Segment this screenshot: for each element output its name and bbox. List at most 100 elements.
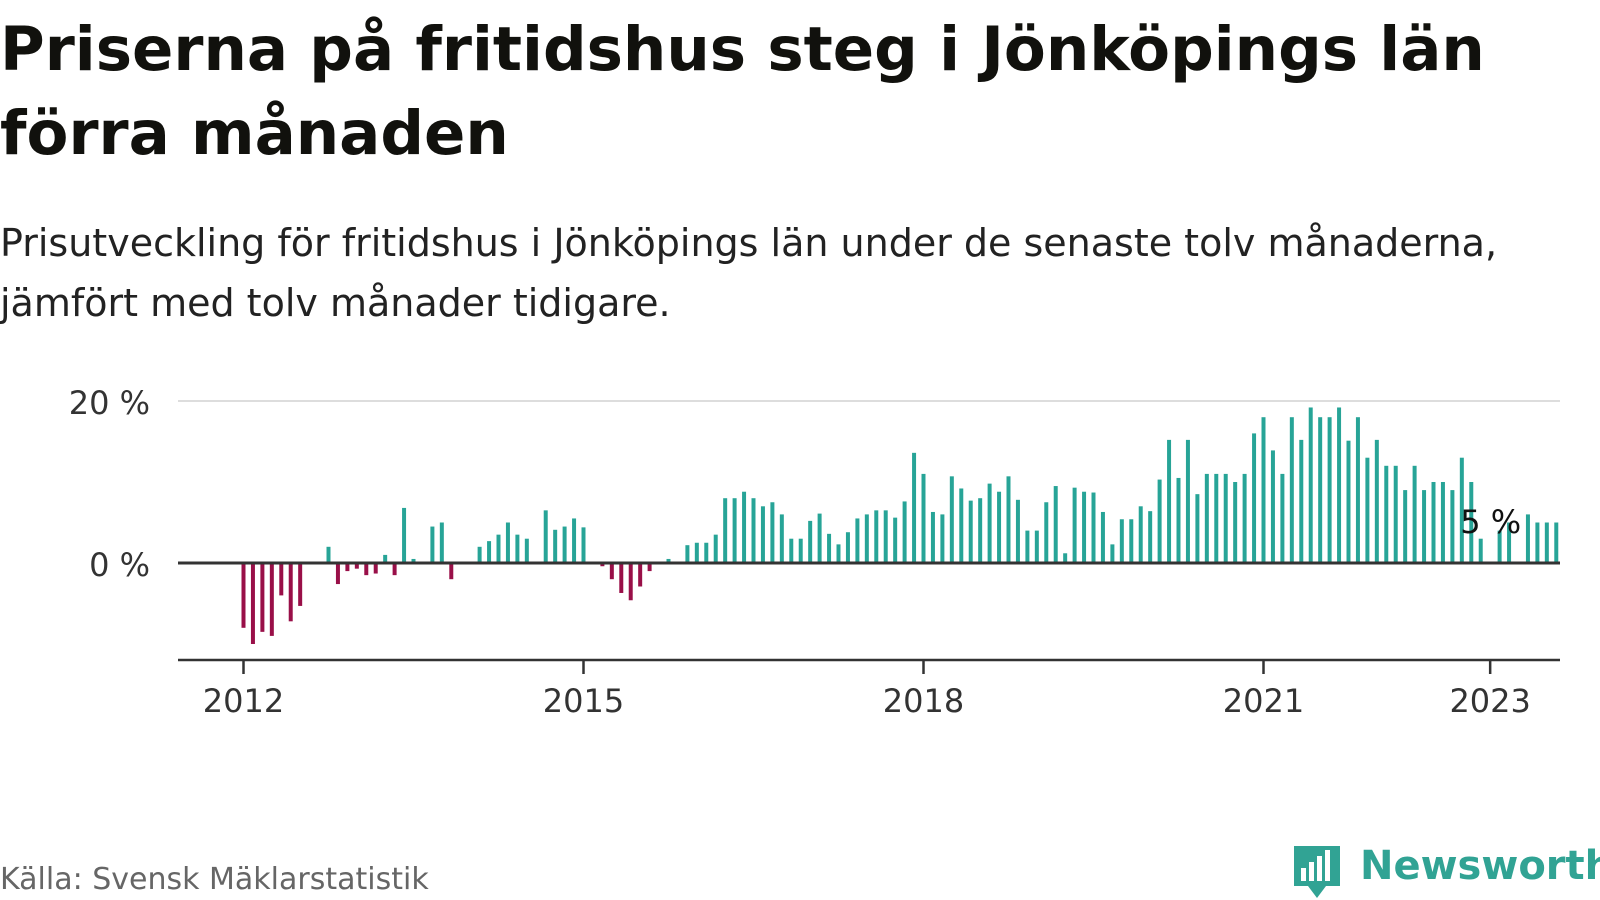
bar	[1119, 519, 1124, 563]
labels-layer: 0 % 20 % 2012 2015 2018 2021 2023 5 %	[69, 384, 1531, 720]
bar	[902, 501, 907, 563]
bar	[411, 558, 416, 563]
bar	[619, 563, 624, 593]
bar	[827, 533, 832, 563]
bar	[373, 563, 378, 574]
chart-subtitle: Prisutveckling för fritidshus i Jönköpin…	[0, 221, 1498, 325]
chart-title: Priserna på fritidshus steg i Jönköpings…	[0, 14, 1485, 169]
bar	[1063, 553, 1068, 563]
newsworthy-brand[interactable]: Newsworthy	[1290, 840, 1600, 900]
bar	[345, 563, 350, 572]
bar	[789, 538, 794, 563]
bar	[959, 488, 964, 563]
bar	[1431, 482, 1436, 563]
bar	[1252, 433, 1257, 563]
bar	[477, 546, 482, 563]
bar	[874, 510, 879, 563]
bar	[912, 452, 917, 563]
bar	[997, 491, 1002, 563]
bar	[1525, 514, 1530, 563]
bar	[487, 541, 492, 563]
bar	[392, 563, 397, 576]
bar	[1440, 482, 1445, 563]
bar	[1261, 417, 1266, 563]
bar	[1006, 476, 1011, 563]
y-tick-label: 0 %	[89, 546, 150, 584]
bar	[609, 563, 614, 580]
bar	[354, 563, 359, 569]
bar	[760, 506, 765, 563]
bar	[921, 473, 926, 563]
bar	[1535, 522, 1540, 563]
bar	[260, 563, 265, 632]
bar	[572, 518, 577, 563]
bar	[1450, 490, 1455, 563]
bar	[1337, 407, 1342, 563]
bar	[1270, 450, 1275, 563]
bar	[1469, 482, 1474, 563]
bar	[241, 563, 246, 628]
bar	[269, 563, 274, 636]
bar	[1129, 519, 1134, 563]
bar	[1327, 417, 1332, 563]
bar	[1185, 439, 1190, 563]
bar	[430, 526, 435, 563]
bar	[1025, 530, 1030, 563]
bar	[1091, 492, 1096, 563]
bar	[1507, 522, 1512, 563]
bar	[1403, 490, 1408, 563]
bar	[1167, 439, 1172, 563]
bar	[1034, 530, 1039, 563]
bar	[1459, 457, 1464, 563]
bar	[505, 522, 510, 563]
bar	[496, 534, 501, 563]
bar	[713, 534, 718, 563]
source-note: Källa: Svensk Mäklarstatistik	[0, 862, 429, 897]
bar	[1148, 511, 1153, 563]
bar	[1497, 530, 1502, 563]
bar	[628, 563, 633, 601]
bar	[883, 510, 888, 563]
bar	[1195, 494, 1200, 563]
newsworthy-logo-icon	[1294, 846, 1340, 898]
bar	[1554, 522, 1559, 563]
bar	[949, 476, 954, 563]
bar	[553, 529, 558, 563]
bar	[694, 542, 699, 563]
bar	[798, 538, 803, 563]
bar	[751, 498, 756, 563]
bar	[1100, 511, 1105, 563]
bar	[855, 518, 860, 563]
bar	[250, 563, 255, 644]
y-tick-label: 20 %	[69, 384, 150, 422]
bar	[968, 500, 973, 563]
bar	[288, 563, 293, 622]
bar	[836, 544, 841, 563]
bar	[638, 563, 643, 587]
bar	[1233, 482, 1238, 563]
bar	[383, 554, 388, 563]
bar	[647, 563, 652, 572]
bar	[279, 563, 284, 596]
bar-chart: 0 % 20 % 2012 2015 2018 2021 2023 5 %	[69, 384, 1560, 720]
bar	[298, 563, 303, 606]
bar	[1299, 439, 1304, 563]
value-annotation: 5 %	[1460, 503, 1521, 541]
bar	[1176, 477, 1181, 563]
bar	[1204, 473, 1209, 563]
bar	[940, 514, 945, 563]
bar	[1223, 473, 1228, 563]
bar	[770, 502, 775, 563]
x-tick-label: 2021	[1223, 682, 1304, 720]
bar	[742, 491, 747, 563]
bar	[1280, 473, 1285, 563]
bar	[704, 542, 709, 563]
bar	[1346, 440, 1351, 563]
bar	[1082, 491, 1087, 563]
bar	[335, 563, 340, 585]
bar	[581, 527, 586, 563]
bar	[893, 517, 898, 563]
x-tick-label: 2023	[1449, 682, 1530, 720]
bar	[1412, 465, 1417, 563]
bar	[1384, 465, 1389, 563]
